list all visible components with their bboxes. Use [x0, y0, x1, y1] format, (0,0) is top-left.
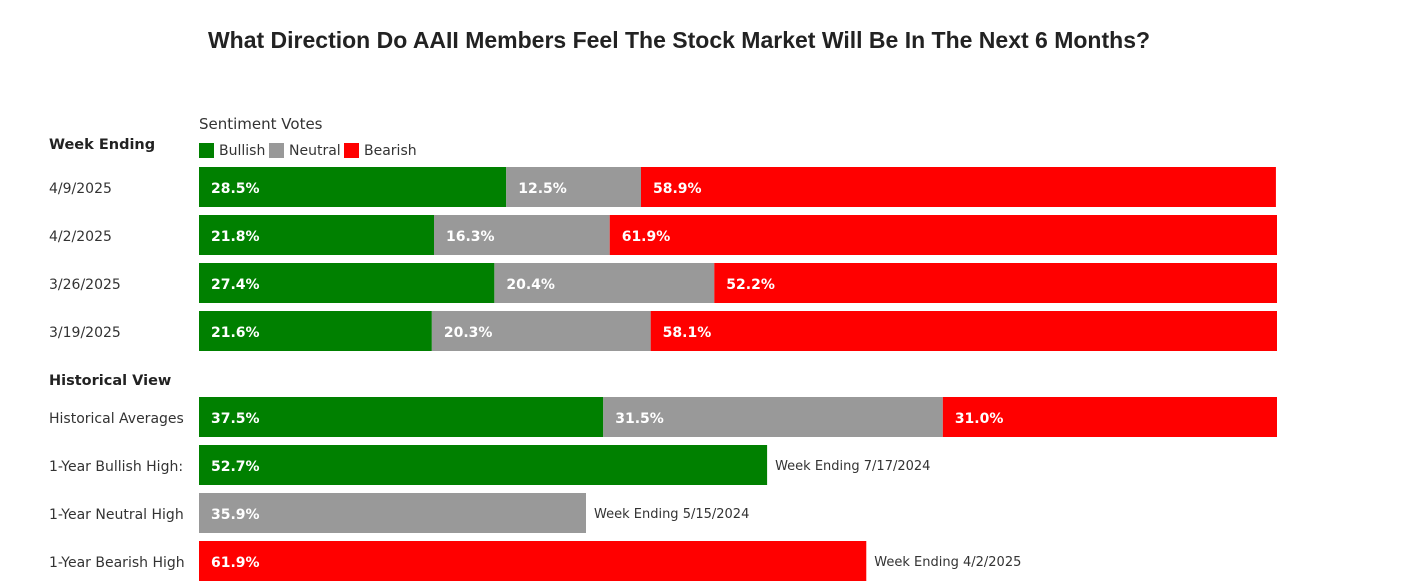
weekly-bar-bearish [650, 311, 1277, 351]
historical-annotation: Week Ending 4/2/2025 [874, 555, 1021, 570]
weekly-bar-label-bullish: 21.6% [211, 325, 260, 341]
weekly-bar-label-bearish: 58.9% [653, 181, 702, 197]
historical-average-bar-bullish [199, 397, 604, 437]
weekly-rows: 4/9/2025 28.5% 12.5% 58.9% 4/2/2025 21.8% 16.3… [49, 167, 1277, 351]
weekly-bar-label-neutral: 20.4% [506, 277, 555, 293]
weekly-bar-bearish [714, 263, 1277, 303]
weekly-bar-label-bearish: 52.2% [726, 277, 775, 293]
week-ending-header: Week Ending [49, 137, 155, 153]
historical-bar-neutral-high [199, 493, 587, 533]
legend-label-neutral: Neutral [289, 143, 341, 159]
weekly-bar-label-bullish: 27.4% [211, 277, 260, 293]
legend-swatch-bullish [199, 143, 214, 158]
weekly-row-label: 3/26/2025 [49, 277, 121, 293]
weekly-bar-bullish [199, 167, 507, 207]
historical-row-label: 1-Year Bearish High [49, 555, 185, 571]
weekly-bar-label-bullish: 21.8% [211, 229, 260, 245]
chart-title: What Direction Do AAII Members Feel The … [208, 27, 1150, 53]
weekly-bar-neutral [494, 263, 715, 303]
legend-title: Sentiment Votes [199, 115, 323, 133]
weekly-bar-label-bullish: 28.5% [211, 181, 260, 197]
historical-bar-bullish-high [199, 445, 768, 485]
historical-average-bar-bearish [942, 397, 1277, 437]
historical-bar-label-bullish-high: 52.7% [211, 459, 260, 475]
weekly-bar-bullish [199, 215, 435, 255]
weekly-bar-bearish [640, 167, 1276, 207]
historical-row-label: 1-Year Bullish High: [49, 459, 183, 475]
historical-annotation: Week Ending 5/15/2024 [594, 507, 749, 522]
weekly-bar-label-bearish: 58.1% [663, 325, 712, 341]
weekly-bar-label-neutral: 16.3% [446, 229, 495, 245]
weekly-bar-label-neutral: 12.5% [518, 181, 567, 197]
weekly-row-label: 4/9/2025 [49, 181, 112, 197]
historical-bar-bearish-high [199, 541, 867, 581]
historical-average-row-label: Historical Averages [49, 411, 184, 427]
legend-swatch-bearish [344, 143, 359, 158]
historical-view-header: Historical View [49, 373, 171, 389]
historical-rows: Historical Averages 37.5% 31.5% 31.0% 1-Year… [49, 397, 1277, 581]
historical-average-bar-neutral [603, 397, 943, 437]
historical-bar-label-neutral-high: 35.9% [211, 507, 260, 523]
weekly-bar-neutral [506, 167, 641, 207]
historical-row-label: 1-Year Neutral High [49, 507, 184, 523]
historical-average-bar-label-neutral: 31.5% [615, 411, 664, 427]
historical-average-bar-label-bullish: 37.5% [211, 411, 260, 427]
weekly-bar-label-neutral: 20.3% [444, 325, 493, 341]
weekly-bar-bearish [609, 215, 1277, 255]
weekly-bar-bullish [199, 263, 495, 303]
weekly-bar-neutral [431, 311, 651, 351]
weekly-row-label: 3/19/2025 [49, 325, 121, 341]
historical-annotation: Week Ending 7/17/2024 [775, 459, 930, 474]
weekly-bar-neutral [434, 215, 610, 255]
historical-bar-label-bearish-high: 61.9% [211, 555, 260, 571]
weekly-bar-bullish [199, 311, 432, 351]
legend-label-bearish: Bearish [364, 143, 417, 159]
legend-swatch-neutral [269, 143, 284, 158]
legend: Bullish Neutral Bearish [199, 143, 417, 159]
weekly-bar-label-bearish: 61.9% [622, 229, 671, 245]
weekly-row-label: 4/2/2025 [49, 229, 112, 245]
historical-average-bar-label-bearish: 31.0% [955, 411, 1004, 427]
legend-label-bullish: Bullish [219, 143, 265, 159]
